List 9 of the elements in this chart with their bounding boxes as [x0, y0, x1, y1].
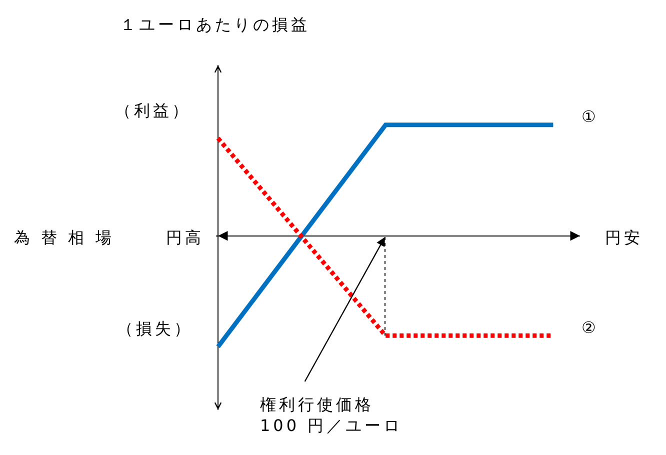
- series-label: ①: [582, 107, 599, 126]
- text: 円安: [605, 228, 643, 247]
- text: 為 替 相 場: [14, 228, 114, 247]
- series-label: ②: [582, 318, 599, 337]
- text: 円高: [166, 228, 204, 247]
- text: （損失）: [117, 319, 193, 338]
- text: １ユーロあたりの損益: [120, 15, 310, 34]
- text: （利益）: [115, 101, 191, 120]
- text: 権利行使価格 100 円／ユーロ: [260, 395, 403, 435]
